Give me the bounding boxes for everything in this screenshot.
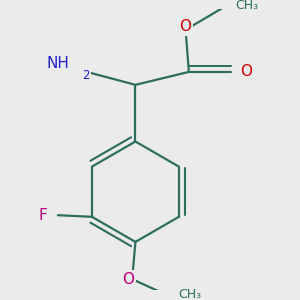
Text: F: F (38, 208, 47, 223)
Text: CH₃: CH₃ (235, 0, 258, 12)
Text: CH₃: CH₃ (178, 288, 202, 300)
Text: O: O (180, 19, 192, 34)
Text: O: O (122, 272, 134, 287)
Text: 2: 2 (82, 69, 89, 82)
Text: O: O (241, 64, 253, 80)
Text: NH: NH (47, 56, 70, 71)
